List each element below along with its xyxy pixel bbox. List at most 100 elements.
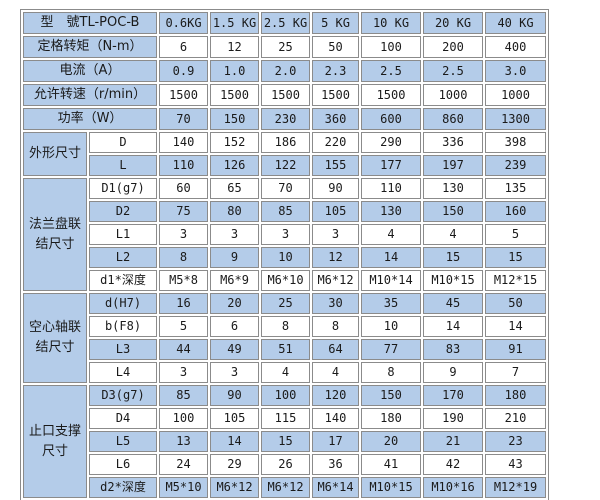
value-cell: 110: [361, 178, 422, 199]
value-cell: 91: [485, 339, 547, 360]
value-cell: 36: [312, 454, 360, 475]
value-cell: 16: [159, 293, 209, 314]
value-cell: 17: [312, 431, 360, 452]
sub-label: D: [89, 132, 158, 153]
value-cell: M12*19: [485, 477, 547, 498]
value-cell: 150: [361, 385, 422, 406]
value-cell: 220: [312, 132, 360, 153]
value-cell: M5*10: [159, 477, 209, 498]
value-cell: 26: [261, 454, 311, 475]
table-row: 功率（W） 70 150 230 360 600 860 1300: [23, 108, 547, 130]
value-cell: 1000: [485, 84, 547, 106]
group-label: 止口支撑尺寸: [23, 385, 87, 498]
value-cell: 70: [159, 108, 209, 130]
table-row: D2 75 80 85 105 130 150 160: [23, 201, 547, 222]
value-cell: 3: [159, 362, 209, 383]
value-cell: 42: [423, 454, 484, 475]
value-cell: 21: [423, 431, 484, 452]
table-row: L 110 126 122 155 177 197 239: [23, 155, 547, 176]
weight-column-header: 5 KG: [312, 12, 360, 34]
table-row: L3 44 49 51 64 77 83 91: [23, 339, 547, 360]
weight-column-header: 1.5 KG: [210, 12, 260, 34]
sub-label: L4: [89, 362, 158, 383]
table-row: 允许转速（r/min） 1500 1500 1500 1500 1500 1000 1000: [23, 84, 547, 106]
table-row: d1*深度 M5*8 M6*9 M6*10 M6*12 M10*14 M10*15 M12*1…: [23, 270, 547, 291]
value-cell: 4: [312, 362, 360, 383]
value-cell: 140: [159, 132, 209, 153]
table-row: b(F8) 5 6 8 8 10 14 14: [23, 316, 547, 337]
sub-label: b(F8): [89, 316, 158, 337]
value-cell: 4: [261, 362, 311, 383]
value-cell: M12*15: [485, 270, 547, 291]
value-cell: 1500: [361, 84, 422, 106]
value-cell: 41: [361, 454, 422, 475]
value-cell: 100: [159, 408, 209, 429]
value-cell: M6*12: [261, 477, 311, 498]
sub-label: d2*深度: [89, 477, 158, 498]
value-cell: 9: [210, 247, 260, 268]
sub-label: D1(g7): [89, 178, 158, 199]
value-cell: 3: [261, 224, 311, 245]
value-cell: 197: [423, 155, 484, 176]
row-label: 电流（A）: [23, 60, 158, 82]
value-cell: 77: [361, 339, 422, 360]
value-cell: 83: [423, 339, 484, 360]
value-cell: 3.0: [485, 60, 547, 82]
value-cell: M10*16: [423, 477, 484, 498]
table-row: 止口支撑尺寸 D3(g7) 85 90 100 120 150 170 180: [23, 385, 547, 498]
sub-label: d1*深度: [89, 270, 158, 291]
value-cell: 150: [423, 201, 484, 222]
weight-column-header: 2.5 KG: [261, 12, 311, 34]
value-cell: 14: [485, 316, 547, 337]
table-row: d2*深度 M5*10 M6*12 M6*12 M6*14 M10*15 M10*16 M12…: [23, 477, 547, 498]
value-cell: M10*14: [361, 270, 422, 291]
value-cell: 115: [261, 408, 311, 429]
row-label: 允许转速（r/min）: [23, 84, 158, 106]
value-cell: 140: [312, 408, 360, 429]
sub-label: L5: [89, 431, 158, 452]
value-cell: 14: [423, 316, 484, 337]
value-cell: 90: [210, 385, 260, 406]
value-cell: 24: [159, 454, 209, 475]
value-cell: M6*10: [261, 270, 311, 291]
value-cell: 135: [485, 178, 547, 199]
value-cell: 5: [485, 224, 547, 245]
value-cell: M10*15: [423, 270, 484, 291]
value-cell: 5: [159, 316, 209, 337]
value-cell: 186: [261, 132, 311, 153]
value-cell: 210: [485, 408, 547, 429]
table-row: 定格转矩（N-m） 6 12 25 50 100 200 400: [23, 36, 547, 58]
value-cell: 200: [423, 36, 484, 58]
value-cell: 1000: [423, 84, 484, 106]
weight-column-header: 40 KG: [485, 12, 547, 34]
value-cell: 130: [361, 201, 422, 222]
value-cell: 30: [312, 293, 360, 314]
row-label: 定格转矩（N-m）: [23, 36, 158, 58]
value-cell: 290: [361, 132, 422, 153]
value-cell: 100: [261, 385, 311, 406]
value-cell: 2.0: [261, 60, 311, 82]
spec-table-body: 型 號TL-POC-B 0.6KG 1.5 KG 2.5 KG 5 KG 10 KG 20 …: [23, 12, 547, 498]
value-cell: 20: [361, 431, 422, 452]
value-cell: 44: [159, 339, 209, 360]
value-cell: 239: [485, 155, 547, 176]
value-cell: 49: [210, 339, 260, 360]
value-cell: 105: [210, 408, 260, 429]
table-row: D4 100 105 115 140 180 190 210: [23, 408, 547, 429]
table-row: L2 8 9 10 12 14 15 15: [23, 247, 547, 268]
value-cell: M10*15: [361, 477, 422, 498]
value-cell: 14: [361, 247, 422, 268]
value-cell: M6*9: [210, 270, 260, 291]
value-cell: 4: [423, 224, 484, 245]
value-cell: 600: [361, 108, 422, 130]
value-cell: 1500: [261, 84, 311, 106]
value-cell: 45: [423, 293, 484, 314]
value-cell: 64: [312, 339, 360, 360]
value-cell: 7: [485, 362, 547, 383]
group-label: 空心轴联结尺寸: [23, 293, 87, 383]
value-cell: 14: [210, 431, 260, 452]
sub-label: D4: [89, 408, 158, 429]
value-cell: 4: [361, 224, 422, 245]
value-cell: 152: [210, 132, 260, 153]
value-cell: 85: [261, 201, 311, 222]
